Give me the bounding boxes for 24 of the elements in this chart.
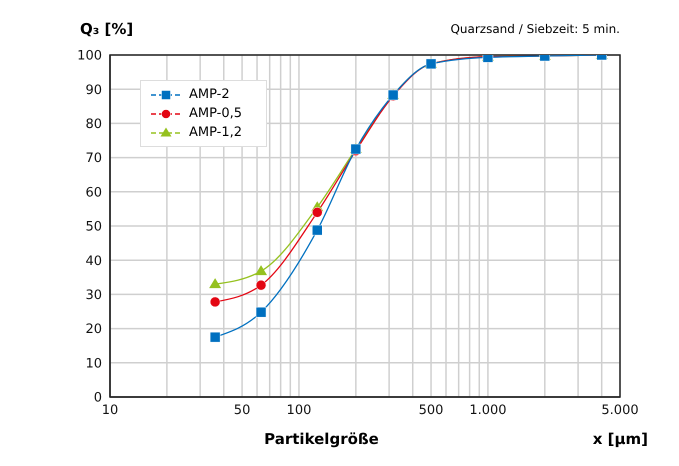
x-tick-label: 5.000 [601,403,639,418]
y-tick-label: 30 [85,288,102,304]
y-tick-label: 0 [94,390,102,406]
y-tick-label: 20 [85,322,102,338]
y-tick-label: 10 [85,356,102,372]
y-tick-label: 90 [85,82,102,98]
y-tick-label: 50 [85,220,102,235]
y-axis-title: Q₃ [%] [80,20,134,38]
legend-label: AMP-1,2 [189,125,242,140]
x-tick-label: 10 [102,403,118,418]
y-tick-label: 60 [85,185,102,200]
y-tick-label: 70 [85,151,102,166]
x-tick-label: 100 [286,403,312,418]
y-tick-label: 40 [85,254,102,269]
y-tick-label: 80 [85,117,102,132]
chart-title: Quarzsand / Siebzeit: 5 min. [450,22,620,36]
legend-label: AMP-0,5 [189,106,242,121]
y-tick-label: 100 [77,48,102,64]
x-tick-label: 500 [418,403,444,418]
text: x [µm] [592,430,648,448]
x-tick-label: 50 [234,403,250,418]
x-axis-title: Partikelgröße [264,430,379,448]
legend-label: AMP-2 [189,87,230,102]
x-tick-label: 1.000 [469,403,507,418]
